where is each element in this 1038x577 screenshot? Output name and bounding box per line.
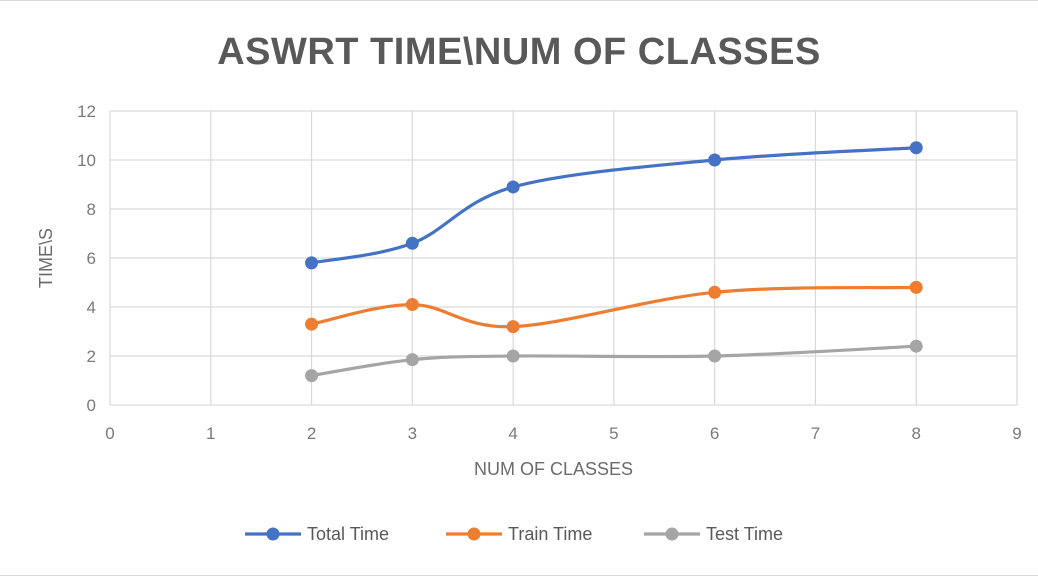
y-tick-label: 10 bbox=[77, 151, 96, 170]
train-time-point bbox=[506, 320, 520, 334]
chart-title: ASWRT TIME\NUM OF CLASSES bbox=[217, 31, 821, 73]
grid bbox=[109, 110, 1018, 406]
x-tick-label: 5 bbox=[609, 424, 618, 443]
test-time-point bbox=[305, 369, 319, 383]
y-tick-label: 2 bbox=[87, 347, 96, 366]
train-time-legend-marker bbox=[467, 527, 481, 541]
test-time-legend-label: Test Time bbox=[706, 524, 783, 544]
total-time-legend-marker bbox=[266, 527, 280, 541]
y-tick-label: 8 bbox=[87, 200, 96, 219]
test-time-legend-marker bbox=[665, 527, 679, 541]
y-axis-ticks: 0 2 4 6 8 10 12 bbox=[77, 102, 96, 415]
train-time-point bbox=[909, 280, 923, 294]
y-axis-label: TIME\S bbox=[36, 228, 56, 288]
total-time-point bbox=[909, 141, 923, 155]
y-tick-label: 0 bbox=[87, 396, 96, 415]
x-tick-label: 6 bbox=[710, 424, 719, 443]
test-time-point bbox=[909, 339, 923, 353]
total-time-legend-label: Total Time bbox=[307, 524, 389, 544]
x-tick-label: 8 bbox=[911, 424, 920, 443]
x-tick-label: 9 bbox=[1012, 424, 1021, 443]
x-tick-label: 7 bbox=[811, 424, 820, 443]
legend: Total Time Train Time Test Time bbox=[245, 524, 783, 544]
test-time-point bbox=[506, 349, 520, 363]
train-time-legend-label: Train Time bbox=[508, 524, 592, 544]
train-time-line bbox=[309, 285, 918, 329]
train-time-point bbox=[405, 298, 419, 312]
x-tick-label: 3 bbox=[408, 424, 417, 443]
total-time-point bbox=[708, 153, 722, 167]
x-tick-label: 4 bbox=[508, 424, 517, 443]
x-tick-label: 0 bbox=[105, 424, 114, 443]
total-time-line bbox=[309, 146, 918, 265]
x-axis-label: NUM OF CLASSES bbox=[474, 459, 633, 479]
y-tick-label: 12 bbox=[77, 102, 96, 121]
test-time-line bbox=[309, 344, 918, 378]
test-time-point bbox=[405, 353, 419, 367]
y-tick-label: 6 bbox=[87, 249, 96, 268]
test-time-point bbox=[708, 349, 722, 363]
train-time-point bbox=[305, 317, 319, 331]
y-tick-label: 4 bbox=[87, 298, 96, 317]
series-group bbox=[305, 141, 923, 383]
total-time-point bbox=[405, 236, 419, 250]
train-time-point bbox=[708, 285, 722, 299]
x-tick-label: 1 bbox=[206, 424, 215, 443]
total-time-point bbox=[506, 180, 520, 194]
total-time-point bbox=[305, 256, 319, 270]
x-axis-ticks: 0 1 2 3 4 5 6 7 8 9 bbox=[105, 424, 1021, 443]
x-tick-label: 2 bbox=[307, 424, 316, 443]
